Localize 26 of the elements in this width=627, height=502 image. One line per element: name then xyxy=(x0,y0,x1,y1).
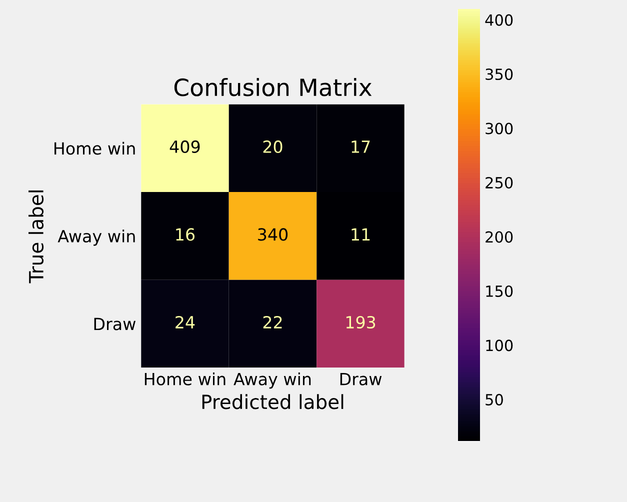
x-tick-label: Away win xyxy=(234,372,311,389)
color-bar-label: 350 xyxy=(486,68,513,80)
color-bar-label: 300 xyxy=(486,122,513,134)
y-tick-label: Draw xyxy=(94,318,136,330)
color-bar-label: 150 xyxy=(486,285,513,298)
x-axis-title: Predicted label xyxy=(202,394,344,410)
color-bar-label: 250 xyxy=(486,176,513,189)
data-label: 24 xyxy=(176,316,195,328)
data-label: 17 xyxy=(352,140,370,153)
y-axis-title: True label xyxy=(28,190,44,284)
color-bar-label: 100 xyxy=(486,340,513,352)
data-label: 11 xyxy=(352,228,370,241)
data-label: 193 xyxy=(346,316,376,329)
color-bar-label: 50 xyxy=(486,394,503,406)
data-label: 16 xyxy=(176,228,195,241)
data-label: 340 xyxy=(258,228,288,241)
color-bar-label: 200 xyxy=(486,231,513,243)
x-tick-label: Home win xyxy=(144,372,226,386)
data-label: 22 xyxy=(263,316,282,328)
x-tick-label: Draw xyxy=(340,372,382,386)
data-label: 20 xyxy=(263,140,282,153)
y-tick-label: Home win xyxy=(54,142,135,155)
color-bar-label: 400 xyxy=(485,14,513,26)
data-label: 409 xyxy=(170,140,200,153)
chart-title: Confusion Matrix xyxy=(174,78,372,96)
y-tick-label: Away win xyxy=(58,230,135,246)
